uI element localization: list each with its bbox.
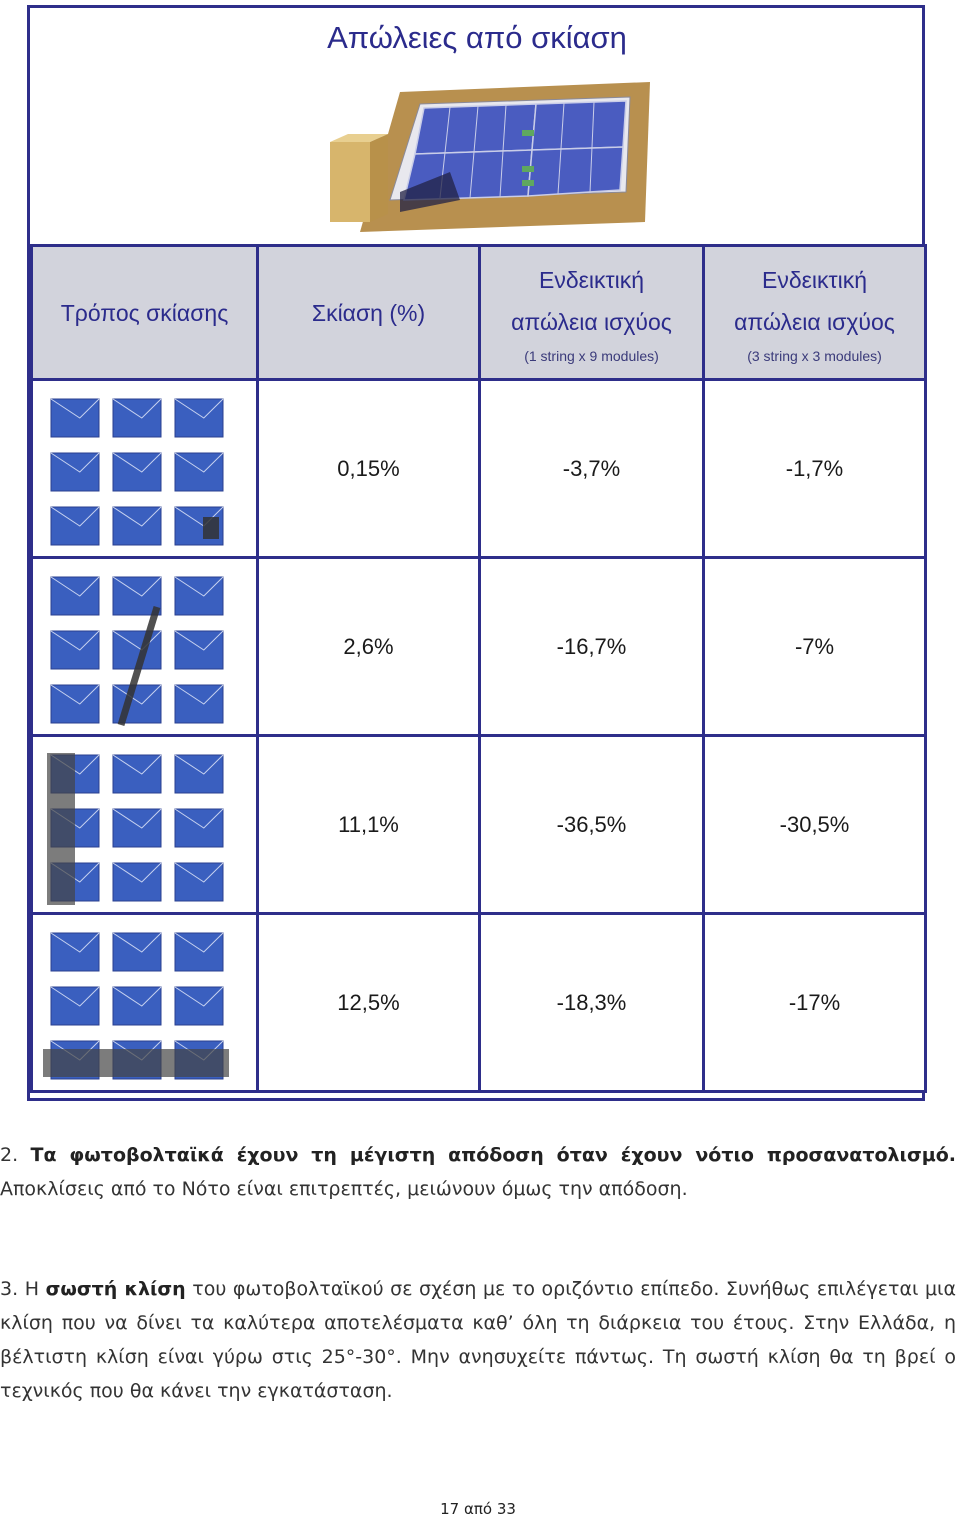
panel-grid-corner-shade [50,398,224,545]
solar-module [50,986,100,1025]
panel-grid-column-shade [47,752,224,905]
pv-shading-illustration [330,82,650,232]
panel-grid-bottom-shade [43,932,229,1079]
solar-module [174,452,224,491]
solar-module-glint [112,754,162,775]
panel-grid [50,754,224,901]
shading-loss-table: Τρόπος σκίασης Σκίαση (%) Ενδεικτική απώ… [30,244,927,1093]
solar-module [112,808,162,847]
solar-module-glint [50,986,100,1007]
solar-module [112,986,162,1025]
loss-1-string-cell: -36,5% [478,734,705,915]
solar-module [50,932,100,971]
solar-module-glint [50,452,100,473]
solar-module [50,630,100,669]
loss-3-string-cell: -1,7% [702,378,927,559]
paragraph-tilt: 3. Η σωστή κλίση του φωτοβολταϊκού σε σχ… [0,1278,956,1402]
solar-module-glint [50,684,100,705]
shading-pattern-bottom-row-icon [30,912,259,1093]
page-number: 17 από 33 [440,1500,516,1518]
solar-module-glint [174,630,224,651]
loss-3-string-cell: -7% [702,556,927,737]
solar-module [50,576,100,615]
solar-module [174,932,224,971]
solar-module-glint [112,684,162,705]
solar-module [174,630,224,669]
shading-percent-cell: 0,15% [256,378,481,559]
table-row: 0,15% -3,7% -1,7% [30,378,927,559]
header-loss-3-string: Ενδεικτική απώλεια ισχύος (3 string x 3 … [702,244,927,381]
table-row: 12,5% -18,3% -17% [30,912,927,1093]
shading-percent-cell: 2,6% [256,556,481,737]
loss-3-string-cell: -17% [702,912,927,1093]
loss-1-string-cell: -16,7% [478,556,705,737]
solar-module [50,398,100,437]
solar-module-glint [112,986,162,1007]
solar-module-glint [50,630,100,651]
solar-module-glint [174,862,224,883]
page-title: Απώλειες από σκίαση [327,20,627,55]
solar-module [174,754,224,793]
solar-module-glint [50,506,100,527]
solar-module [174,576,224,615]
solar-module-glint [112,576,162,597]
solar-module [50,684,100,723]
solar-module-glint [112,452,162,473]
shading-percent-cell: 11,1% [256,734,481,915]
solar-module-glint [50,932,100,953]
solar-module [112,754,162,793]
solar-module [174,862,224,901]
shading-pattern-diagonal-icon [30,556,259,737]
solar-module [174,986,224,1025]
solar-module-glint [174,398,224,419]
solar-module [174,684,224,723]
solar-module [112,862,162,901]
table-row: 2,6% -16,7% -7% [30,556,927,737]
solar-module-glint [112,506,162,527]
loss-3-string-cell: -30,5% [702,734,927,915]
solar-module [174,398,224,437]
shading-pattern-corner-icon [30,378,259,559]
panel-grid [50,398,224,545]
solar-module [50,452,100,491]
solar-module-glint [112,862,162,883]
solar-module-glint [174,808,224,829]
shading-percent-cell: 12,5% [256,912,481,1093]
solar-module-glint [112,398,162,419]
solar-module [112,932,162,971]
table-header-row: Τρόπος σκίασης Σκίαση (%) Ενδεικτική απώ… [30,244,927,381]
solar-module [174,808,224,847]
solar-module-glint [174,452,224,473]
paragraph-orientation: 2. Τα φωτοβολταϊκά έχουν τη μέγιστη απόδ… [0,1144,957,1200]
solar-module-glint [174,986,224,1007]
solar-module-glint [50,398,100,419]
solar-module-glint [174,932,224,953]
solar-module-glint [174,684,224,705]
solar-module [112,398,162,437]
header-loss-1-string: Ενδεικτική απώλεια ισχύος (1 string x 9 … [478,244,705,381]
table-row: 11,1% -36,5% -30,5% [30,734,927,915]
solar-module-glint [112,808,162,829]
header-shading-percent: Σκίαση (%) [256,244,481,381]
solar-module [112,506,162,545]
shading-pattern-column-icon [30,734,259,915]
loss-1-string-cell: -3,7% [478,378,705,559]
solar-module-glint [112,932,162,953]
solar-module [112,684,162,723]
solar-module [112,452,162,491]
solar-module [50,506,100,545]
header-shading-mode: Τρόπος σκίασης [30,244,259,381]
solar-module-glint [174,576,224,597]
solar-module-glint [50,576,100,597]
loss-1-string-cell: -18,3% [478,912,705,1093]
solar-module-glint [174,754,224,775]
panel-grid [50,576,224,723]
panel-grid-diagonal-shade [50,576,224,726]
